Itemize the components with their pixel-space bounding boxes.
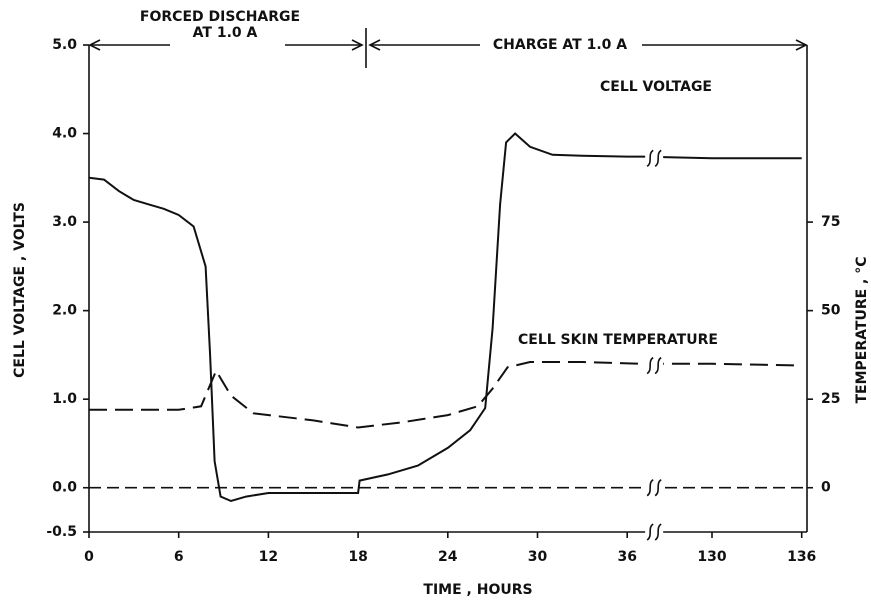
- y-axis-label: CELL VOLTAGE , VOLTS: [12, 202, 28, 378]
- axis-break: [654, 149, 662, 168]
- x-tick-label: 136: [787, 549, 816, 565]
- y-tick-label: 4.0: [52, 126, 77, 142]
- y2-tick-label: 25: [821, 391, 840, 407]
- range-arrows: [88, 28, 808, 68]
- x-tick-label: 6: [174, 549, 184, 565]
- annotation: FORCED DISCHARGE: [140, 9, 300, 25]
- series-label: CELL VOLTAGE: [600, 79, 712, 95]
- series-label: CELL SKIN TEMPERATURE: [518, 332, 718, 348]
- x-tick-label: 0: [84, 549, 94, 565]
- y2-tick-label: 50: [821, 303, 841, 319]
- x-tick-label: 18: [348, 549, 367, 565]
- annotation: AT 1.0 A: [193, 25, 258, 41]
- y-tick-label: 5.0: [52, 37, 77, 53]
- y2-tick-label: 0: [821, 480, 831, 496]
- x-axis-label: TIME , HOURS: [423, 582, 532, 598]
- x-tick-label: 12: [259, 549, 278, 565]
- x-tick-label: 130: [697, 549, 726, 565]
- axis-break: [654, 523, 662, 541]
- y-tick-label: -0.5: [46, 524, 77, 540]
- axis-break: [646, 479, 654, 497]
- y-tick-label: 2.0: [52, 303, 77, 319]
- y-tick-label: 3.0: [52, 214, 77, 230]
- x-tick-label: 24: [438, 549, 458, 565]
- y2-axis-label: TEMPERATURE , °C: [854, 257, 870, 404]
- axis-break: [654, 479, 662, 497]
- x-tick-label: 30: [528, 549, 548, 565]
- axis-break: [646, 149, 654, 168]
- annotation: CHARGE AT 1.0 A: [493, 37, 627, 53]
- axis-break: [646, 523, 654, 541]
- series-line: [89, 361, 802, 429]
- x-tick-label: 36: [617, 549, 636, 565]
- axis-break: [646, 356, 654, 375]
- y2-tick-label: 75: [821, 214, 840, 230]
- y-tick-label: 0.0: [52, 480, 77, 496]
- axis-break: [654, 356, 662, 375]
- series-line: [88, 132, 802, 503]
- y-tick-label: 1.0: [52, 391, 77, 407]
